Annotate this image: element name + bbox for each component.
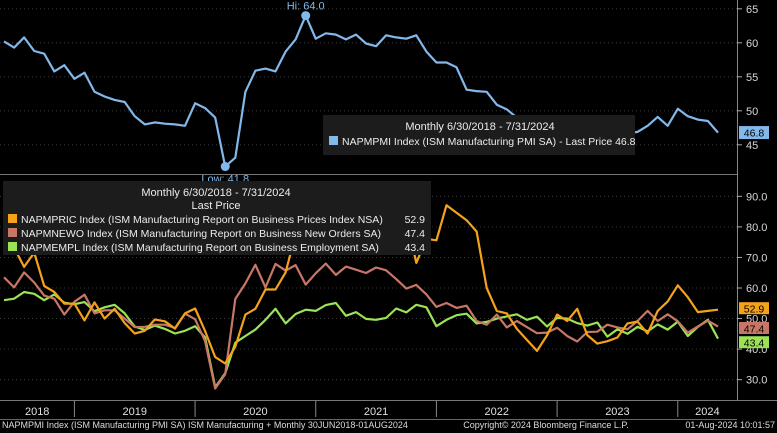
svg-text:52.9: 52.9	[744, 303, 765, 315]
x-tick-label: 2018	[25, 406, 49, 418]
bottom-legend-subheader: Last Price	[192, 200, 241, 212]
top-last-price-badge: 46.8	[739, 126, 769, 140]
top-y-tick-label: 50	[746, 106, 758, 118]
top-legend-swatch-pmi	[329, 136, 338, 145]
bottom-last-price-badges: 52.9 47.4 43.4	[739, 302, 769, 350]
legend-value-employment: 43.4	[405, 242, 426, 254]
x-tick-label: 2021	[364, 406, 388, 418]
bottom-y-tick-label: 30.0	[746, 375, 767, 387]
svg-text:47.4: 47.4	[744, 323, 765, 335]
top-y-axis: 45 50 55 60 65	[737, 4, 758, 152]
bottom-legend-header: Monthly 6/30/2018 - 7/31/2024	[141, 187, 290, 199]
legend-swatch-orders	[8, 228, 17, 237]
x-tick-label: 2019	[122, 406, 146, 418]
footer: NAPMPMI Index (ISM Manufacturing PMI SA)…	[2, 420, 775, 430]
legend-entry-prices: NAPMPRIC Index (ISM Manufacturing Report…	[21, 214, 383, 226]
low-marker	[220, 162, 230, 172]
last-badge-employment: 43.4	[739, 336, 769, 350]
bottom-y-axis: 30.040.050.060.070.080.090.0	[737, 191, 767, 387]
high-marker	[301, 11, 311, 21]
high-annotation: Hi: 64.0	[287, 1, 325, 13]
legend-value-prices: 52.9	[405, 214, 426, 226]
x-axis: 2018 2019 2020 2021 2022 2023 2024	[0, 401, 737, 420]
series-line-orders	[3, 262, 719, 390]
top-y-tick-label: 60	[746, 38, 758, 50]
bottom-y-tick-label: 90.0	[746, 191, 767, 203]
x-tick-label: 2022	[485, 406, 509, 418]
x-tick-label: 2024	[695, 406, 719, 418]
legend-entry-orders: NAPMNEWO Index (ISM Manufacturing Report…	[21, 228, 381, 240]
top-y-tick-label: 55	[746, 72, 758, 84]
legend-swatch-prices	[8, 214, 17, 223]
x-tick-label: 2020	[243, 406, 267, 418]
series-line-employment	[3, 290, 719, 389]
x-tick-label: 2023	[605, 406, 629, 418]
top-legend-entry-pmi: NAPMPMI Index (ISM Manufacturing PMI SA)…	[342, 136, 636, 148]
bottom-y-tick-label: 70.0	[746, 252, 767, 264]
svg-text:43.4: 43.4	[744, 338, 765, 350]
footer-copyright: Copyright© 2024 Bloomberg Finance L.P.	[463, 420, 629, 430]
top-legend: Monthly 6/30/2018 - 7/31/2024 NAPMPMI In…	[323, 115, 636, 155]
top-legend-header: Monthly 6/30/2018 - 7/31/2024	[405, 121, 554, 133]
legend-value-orders: 47.4	[405, 228, 426, 240]
last-badge-prices: 52.9	[739, 302, 769, 315]
legend-entry-employment: NAPMEMPL Index (ISM Manufacturing Report…	[21, 242, 379, 254]
bottom-y-tick-label: 60.0	[746, 283, 767, 295]
last-badge-orders: 47.4	[739, 322, 769, 335]
footer-timestamp: 01-Aug-2024 10:01:57	[685, 420, 775, 430]
top-y-tick-label: 45	[746, 140, 758, 152]
top-y-tick-label: 65	[746, 4, 758, 16]
svg-text:46.8: 46.8	[744, 128, 765, 140]
bottom-y-tick-label: 80.0	[746, 222, 767, 234]
footer-left: NAPMPMI Index (ISM Manufacturing PMI SA)…	[2, 420, 408, 430]
bottom-legend: Monthly 6/30/2018 - 7/31/2024 Last Price…	[3, 181, 431, 255]
legend-swatch-employment	[8, 242, 17, 251]
